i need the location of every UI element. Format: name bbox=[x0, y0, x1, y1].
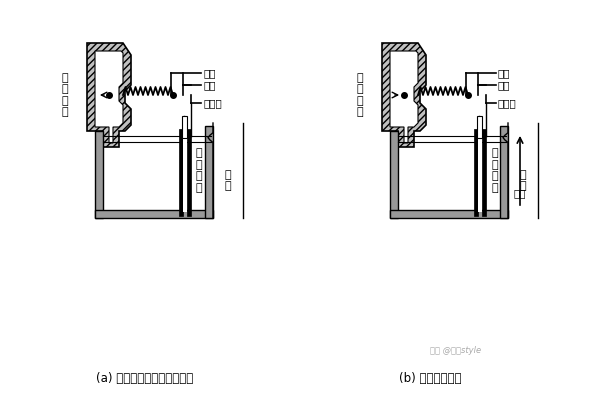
Bar bbox=[482, 129, 486, 216]
Text: 常开: 常开 bbox=[498, 80, 511, 90]
Text: 常闭: 常闭 bbox=[498, 68, 511, 78]
Bar bbox=[95, 131, 103, 218]
Polygon shape bbox=[382, 43, 426, 147]
Text: 烟
道: 烟 道 bbox=[520, 170, 526, 191]
Bar bbox=[95, 210, 213, 218]
Text: 气流: 气流 bbox=[513, 188, 526, 198]
Polygon shape bbox=[95, 51, 123, 143]
Text: 文
丘
里
管: 文 丘 里 管 bbox=[196, 148, 203, 193]
Bar bbox=[182, 116, 187, 138]
Polygon shape bbox=[87, 43, 131, 147]
Text: 公共端: 公共端 bbox=[498, 98, 517, 108]
Text: 文
丘
里
管: 文 丘 里 管 bbox=[491, 148, 498, 193]
Bar bbox=[183, 139, 187, 212]
Text: 公共端: 公共端 bbox=[203, 98, 222, 108]
Text: 风
压
开
关: 风 压 开 关 bbox=[356, 73, 364, 118]
Text: 风
压
开
关: 风 压 开 关 bbox=[62, 73, 69, 118]
Text: 常闭: 常闭 bbox=[203, 68, 216, 78]
Bar bbox=[477, 116, 482, 138]
Bar bbox=[187, 129, 191, 216]
Bar bbox=[474, 129, 478, 216]
Text: 常开: 常开 bbox=[203, 80, 216, 90]
Bar bbox=[390, 131, 398, 218]
Bar bbox=[390, 210, 508, 218]
Polygon shape bbox=[390, 51, 418, 143]
Bar bbox=[205, 126, 213, 218]
Bar bbox=[179, 129, 183, 216]
Text: (a) 风机停转（或流量过小）: (a) 风机停转（或流量过小） bbox=[97, 372, 194, 385]
Text: (b) 风机正常运转: (b) 风机正常运转 bbox=[399, 372, 461, 385]
Text: 烟
道: 烟 道 bbox=[225, 170, 231, 191]
Text: 知乎 @雷博style: 知乎 @雷博style bbox=[430, 346, 481, 355]
Bar bbox=[500, 126, 508, 218]
Bar bbox=[478, 139, 482, 212]
